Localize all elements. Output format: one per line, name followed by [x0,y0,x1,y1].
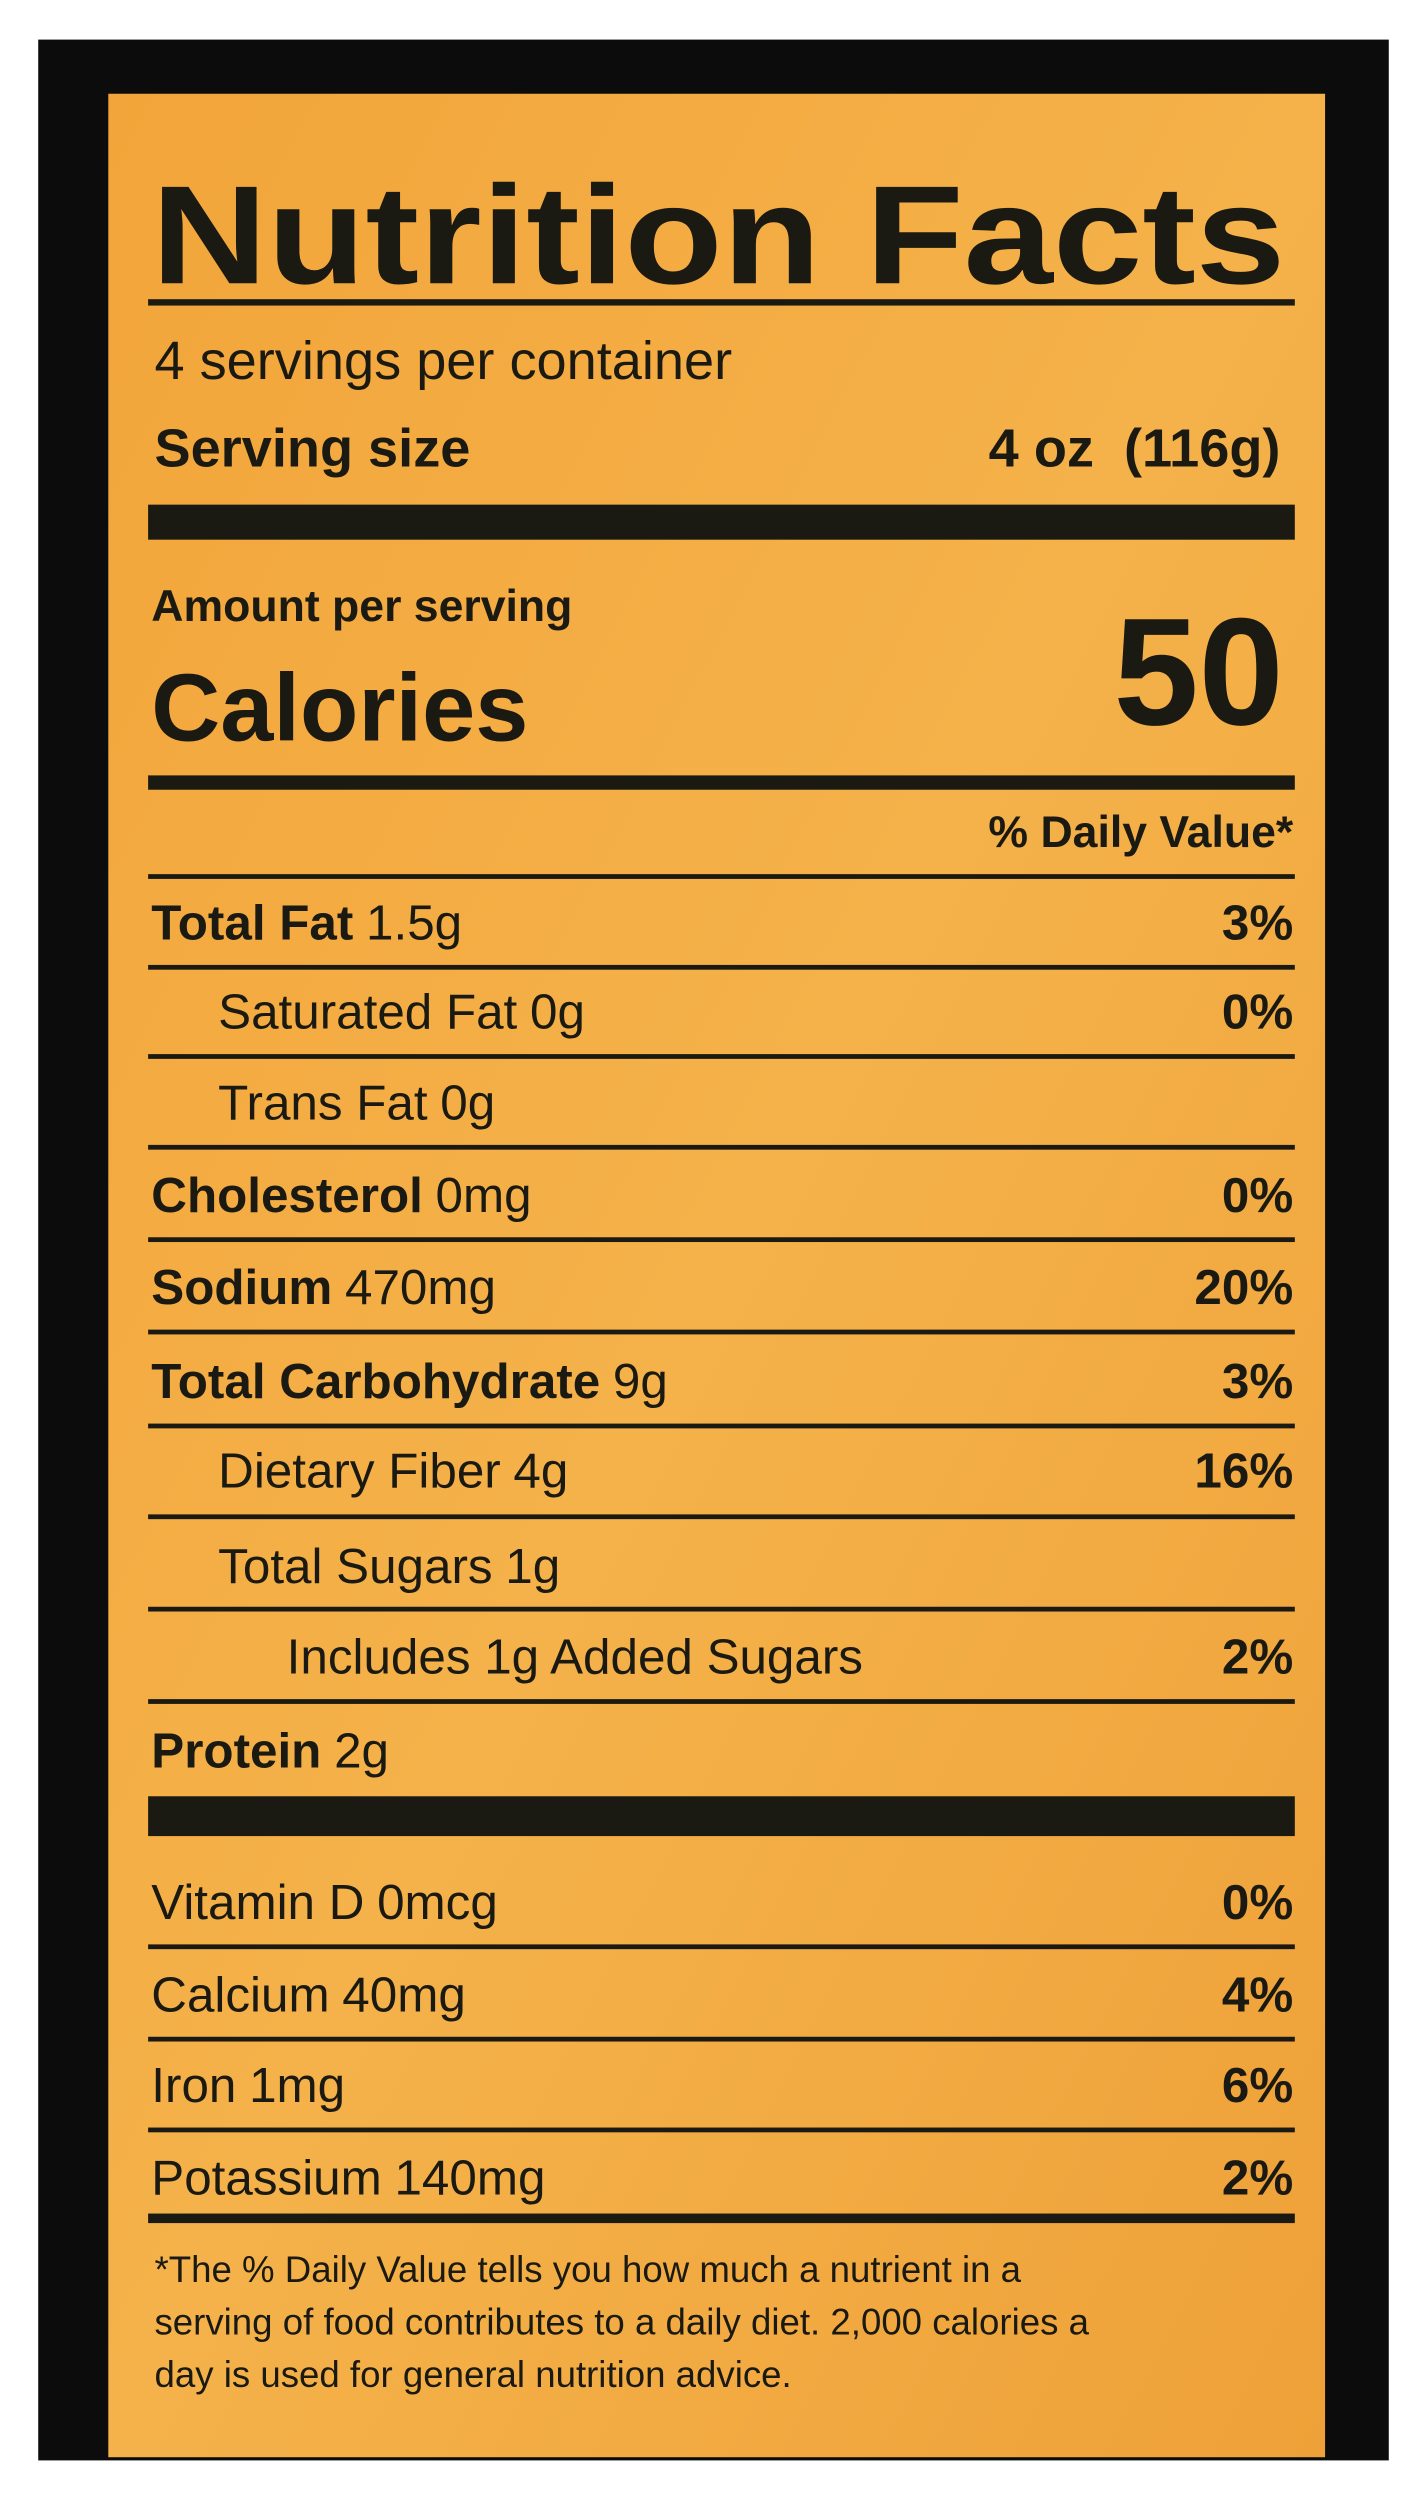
nutrient-name: Includes 1g Added Sugars [287,1630,863,1685]
nutrient-name: Potassium [151,2150,381,2205]
nutrient-row: Total Fat 1.5g [151,895,462,950]
rule [148,964,1295,970]
medium-rule [148,775,1295,790]
nutrient-name: Total Carbohydrate [151,1354,600,1409]
daily-value: 2% [1222,1630,1293,1685]
rule [148,874,1295,879]
daily-value: 6% [1222,2058,1293,2113]
rule [148,1699,1295,1704]
rows: Total Fat 1.5g 3%Saturated Fat 0g 0%Trans Fa… [148,874,1295,2395]
rule [148,299,1295,306]
nutrient-amount: 470mg [345,1260,496,1315]
nutrient-name: Trans Fat [218,1075,428,1130]
nutrient-name: Calcium [151,1967,329,2022]
nutrient-amount: 4g [513,1443,568,1498]
nutrient-amount: 1g [505,1539,560,1594]
daily-value: 20% [1194,1260,1293,1315]
daily-value: 0% [1222,1168,1293,1223]
nutrient-name: Protein [151,1724,321,1779]
nutrient-name: Total Fat [151,895,353,950]
nutrient-row: Iron 1mg [151,2058,345,2113]
nutrient-amount: 0g [530,985,585,1040]
nutrient-amount: 1.5g [366,895,462,950]
nutrient-amount: 0mg [436,1168,532,1223]
rule [148,1514,1295,1520]
nutrient-row: Potassium 140mg [151,2150,545,2205]
rule [148,1606,1295,1612]
nutrient-row: Cholesterol 0mg [151,1168,531,1223]
nutrient-amount: 0mcg [377,1875,498,1930]
rule [148,1329,1295,1335]
daily-value-header: % Daily Value* [988,808,1293,857]
calories-label: Calories [151,655,528,761]
daily-value: 0% [1222,985,1293,1040]
medium-rule [148,2213,1295,2224]
nutrient-row: Total Sugars 1g [218,1539,560,1594]
rule [148,1237,1295,1243]
daily-value: 3% [1222,895,1293,950]
rule [148,2127,1295,2133]
rule [148,1054,1295,1059]
nutrient-row: Includes 1g Added Sugars [287,1630,863,1685]
nutrient-row: Total Carbohydrate 9g [151,1354,668,1409]
nutrient-name: Cholesterol [151,1168,423,1223]
rule [148,1423,1295,1429]
thick-rule [148,504,1295,540]
rule [148,1944,1295,1950]
serving-size-value: 4 oz (116g) [989,418,1281,478]
nutrient-amount: 1mg [249,2058,345,2113]
nutrient-row: Vitamin D 0mcg [151,1875,498,1930]
servings: 4 servings per container [154,331,732,391]
nutrient-row: Trans Fat 0g [218,1075,495,1130]
rule [148,1144,1295,1150]
daily-value: 16% [1194,1443,1293,1498]
rule [148,2036,1295,2042]
footnote-line: *The % Daily Value tells you how much a … [154,2249,1021,2290]
serving-size-label: Serving size [154,418,470,478]
nutrient-name: Dietary Fiber [218,1443,501,1498]
footnote-line: serving of food contributes to a daily d… [154,2302,1089,2343]
thick-rule [148,1796,1295,1837]
calories-value: 50 [1114,587,1284,757]
nutrient-row: Protein 2g [151,1724,389,1779]
daily-value: 2% [1222,2150,1293,2205]
nutrient-name: Iron [151,2058,236,2113]
nutrient-name: Total Sugars [218,1539,492,1594]
nutrient-amount: 9g [613,1354,668,1409]
label-panel [108,93,1326,2458]
nutrient-row: Dietary Fiber 4g [218,1443,568,1498]
daily-value: 0% [1222,1875,1293,1930]
nutrient-amount: 40mg [342,1967,465,2022]
nutrient-amount: 2g [334,1724,389,1779]
footnote-line: day is used for general nutrition advice… [154,2354,791,2395]
title: Nutrition Facts [151,156,1285,313]
nutrient-amount: 0g [440,1075,495,1130]
daily-value: 3% [1222,1354,1293,1409]
nutrient-row: Sodium 470mg [151,1260,496,1315]
nutrient-row: Saturated Fat 0g [218,985,585,1040]
daily-value: 4% [1222,1967,1293,2022]
nutrient-name: Sodium [151,1260,332,1315]
nutrient-name: Vitamin D [151,1875,364,1930]
nutrient-row: Calcium 40mg [151,1967,466,2022]
nutrient-name: Saturated Fat [218,985,517,1040]
nutrient-amount: 140mg [394,2150,545,2205]
amount-per-serving: Amount per serving [151,582,572,631]
